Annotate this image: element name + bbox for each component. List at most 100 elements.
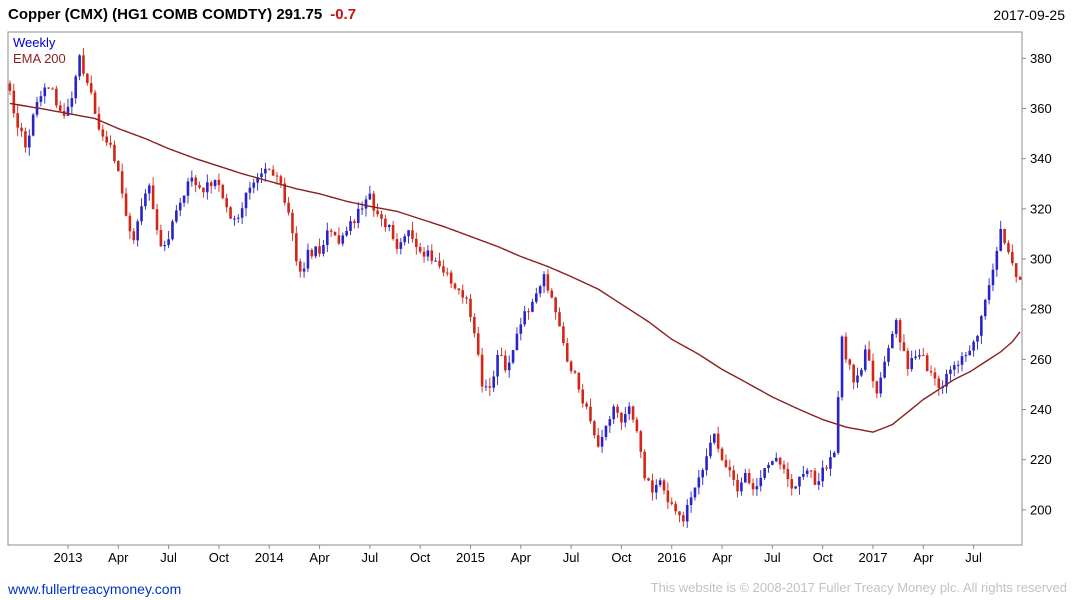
candle bbox=[511, 349, 515, 365]
candle bbox=[542, 271, 546, 294]
x-axis-label: Apr bbox=[511, 550, 532, 565]
candle bbox=[39, 90, 43, 107]
candle bbox=[863, 344, 867, 372]
candle bbox=[743, 468, 747, 483]
candles bbox=[8, 48, 1022, 528]
candle bbox=[678, 511, 681, 523]
candle bbox=[147, 183, 151, 201]
candle bbox=[1011, 244, 1014, 266]
candle bbox=[747, 468, 751, 485]
candle bbox=[620, 412, 623, 431]
candle bbox=[860, 367, 863, 377]
candle bbox=[674, 501, 677, 515]
candle bbox=[418, 243, 422, 254]
candle bbox=[20, 122, 23, 137]
candle bbox=[256, 172, 259, 191]
candle bbox=[178, 198, 182, 217]
candle bbox=[248, 181, 252, 200]
candle bbox=[163, 240, 167, 252]
candle bbox=[70, 91, 74, 115]
candle bbox=[403, 233, 406, 246]
y-axis-label: 380 bbox=[1030, 51, 1052, 66]
candle bbox=[898, 317, 902, 351]
x-axis-label: Jul bbox=[764, 550, 781, 565]
candle bbox=[411, 221, 414, 243]
candle bbox=[113, 140, 116, 164]
candle bbox=[670, 497, 674, 506]
candle bbox=[16, 105, 19, 137]
candle bbox=[682, 511, 685, 527]
x-axis: 2013 Apr Jul Oct 2014 Apr Jul Oct 2015 Apr Jul Oct 2… bbox=[54, 545, 982, 565]
candle bbox=[252, 178, 256, 194]
candle bbox=[209, 180, 213, 194]
candle bbox=[999, 220, 1003, 252]
x-axis-label: Apr bbox=[913, 550, 934, 565]
candle bbox=[387, 224, 391, 232]
price-change: -0.7 bbox=[330, 6, 357, 23]
candle bbox=[813, 467, 817, 486]
candle bbox=[608, 415, 612, 433]
candle bbox=[310, 248, 314, 260]
candle bbox=[159, 224, 163, 248]
x-axis-label: Apr bbox=[309, 550, 330, 565]
candle bbox=[407, 229, 410, 244]
chart-date: 2017-09-25 bbox=[993, 7, 1065, 23]
candle bbox=[488, 377, 492, 397]
x-axis-label: 2013 bbox=[54, 550, 83, 565]
candle bbox=[600, 429, 604, 453]
candle bbox=[260, 167, 263, 184]
x-axis-label: Oct bbox=[209, 550, 230, 565]
candle bbox=[306, 243, 310, 273]
candle bbox=[1007, 240, 1010, 255]
candle bbox=[480, 347, 484, 393]
candle bbox=[202, 187, 205, 198]
candle bbox=[635, 416, 639, 434]
candle bbox=[778, 456, 782, 470]
candle bbox=[523, 306, 526, 327]
candle bbox=[302, 262, 306, 278]
candle bbox=[469, 293, 472, 322]
candle bbox=[817, 472, 821, 490]
candle bbox=[740, 477, 743, 496]
site-link[interactable]: www.fullertreacymoney.com bbox=[8, 581, 182, 597]
candle bbox=[384, 214, 387, 232]
candle bbox=[391, 220, 395, 241]
candle bbox=[662, 478, 666, 495]
y-axis-label: 200 bbox=[1030, 502, 1052, 517]
candle bbox=[368, 185, 372, 201]
candle bbox=[949, 365, 952, 382]
candle bbox=[534, 287, 538, 304]
candle bbox=[151, 177, 155, 210]
candle bbox=[341, 232, 345, 247]
candle bbox=[871, 353, 875, 388]
candle bbox=[565, 337, 569, 363]
candle bbox=[782, 460, 786, 474]
candle bbox=[736, 473, 739, 498]
candle bbox=[360, 201, 364, 215]
candle bbox=[918, 349, 921, 360]
x-axis-label: 2017 bbox=[859, 550, 888, 565]
candle bbox=[713, 433, 716, 445]
candle bbox=[453, 282, 457, 290]
y-axis-label: 280 bbox=[1030, 302, 1052, 317]
candle bbox=[922, 347, 925, 357]
candle bbox=[836, 390, 840, 455]
candle bbox=[426, 245, 430, 262]
candle bbox=[980, 314, 983, 344]
candle bbox=[349, 215, 352, 236]
candle bbox=[101, 124, 105, 142]
candle bbox=[58, 100, 62, 113]
candle bbox=[759, 470, 763, 492]
candle bbox=[484, 379, 488, 391]
candle bbox=[244, 192, 248, 217]
candle bbox=[314, 246, 317, 259]
candle bbox=[519, 317, 523, 341]
x-axis-label: Oct bbox=[410, 550, 431, 565]
candle bbox=[175, 204, 178, 224]
copyright-text: This website is © 2008-2017 Fuller Treac… bbox=[650, 580, 1067, 595]
candle bbox=[910, 350, 913, 372]
candle bbox=[647, 477, 650, 482]
candle bbox=[856, 367, 859, 389]
candle bbox=[438, 252, 441, 269]
